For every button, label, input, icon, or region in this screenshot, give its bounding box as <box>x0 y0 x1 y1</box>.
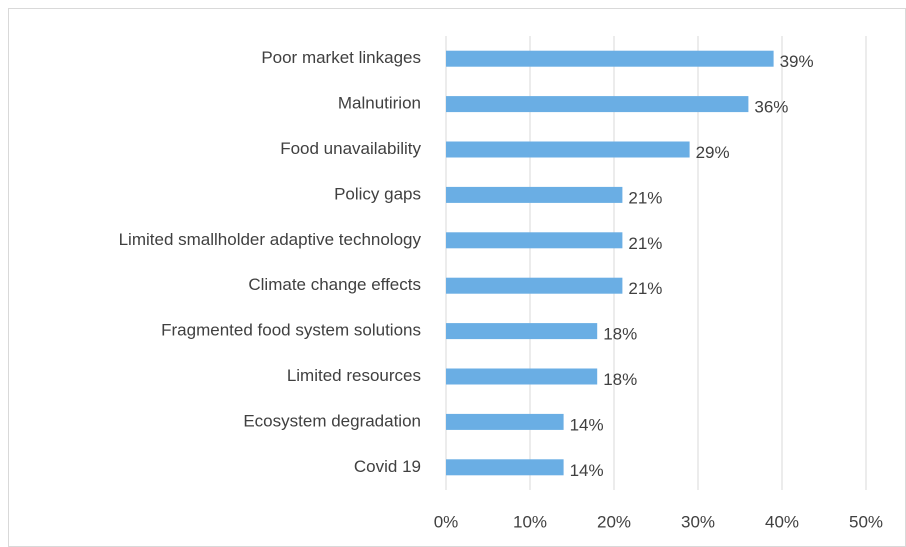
y-tick-label: Covid 19 <box>354 457 421 476</box>
y-tick-label: Fragmented food system solutions <box>161 321 421 340</box>
bar <box>446 368 598 385</box>
y-tick-label: Limited resources <box>287 366 421 385</box>
y-tick-label: Food unavailability <box>280 139 421 158</box>
x-tick-label: 50% <box>849 512 883 531</box>
bar <box>446 232 623 249</box>
y-tick-label: Policy gaps <box>334 184 421 203</box>
x-tick-label: 0% <box>434 512 459 531</box>
data-label: 39% <box>780 52 814 71</box>
data-label: 14% <box>570 415 604 434</box>
x-tick-label: 30% <box>681 512 715 531</box>
y-tick-label: Limited smallholder adaptive technology <box>119 230 422 249</box>
y-tick-label: Malnutirion <box>338 94 421 113</box>
y-tick-label: Climate change effects <box>248 275 421 294</box>
data-label: 14% <box>570 461 604 480</box>
y-tick-label: Ecosystem degradation <box>243 411 421 430</box>
data-label: 21% <box>628 234 662 253</box>
bar <box>446 186 623 203</box>
data-label: 29% <box>696 143 730 162</box>
y-tick-label: Poor market linkages <box>261 48 421 67</box>
bar <box>446 141 690 158</box>
bar <box>446 323 598 340</box>
bar <box>446 50 774 67</box>
bar <box>446 277 623 294</box>
x-tick-label: 40% <box>765 512 799 531</box>
bar <box>446 96 749 113</box>
data-label: 18% <box>603 325 637 344</box>
x-tick-label: 20% <box>597 512 631 531</box>
data-label: 21% <box>628 188 662 207</box>
data-label: 18% <box>603 370 637 389</box>
data-label: 21% <box>628 279 662 298</box>
x-tick-label: 10% <box>513 512 547 531</box>
bar <box>446 459 564 476</box>
bar <box>446 413 564 430</box>
data-label: 36% <box>754 98 788 117</box>
